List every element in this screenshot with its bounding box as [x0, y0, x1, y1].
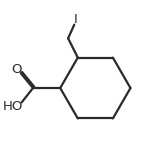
Text: O: O — [12, 63, 22, 76]
Text: HO: HO — [3, 100, 23, 113]
Text: I: I — [73, 13, 77, 26]
